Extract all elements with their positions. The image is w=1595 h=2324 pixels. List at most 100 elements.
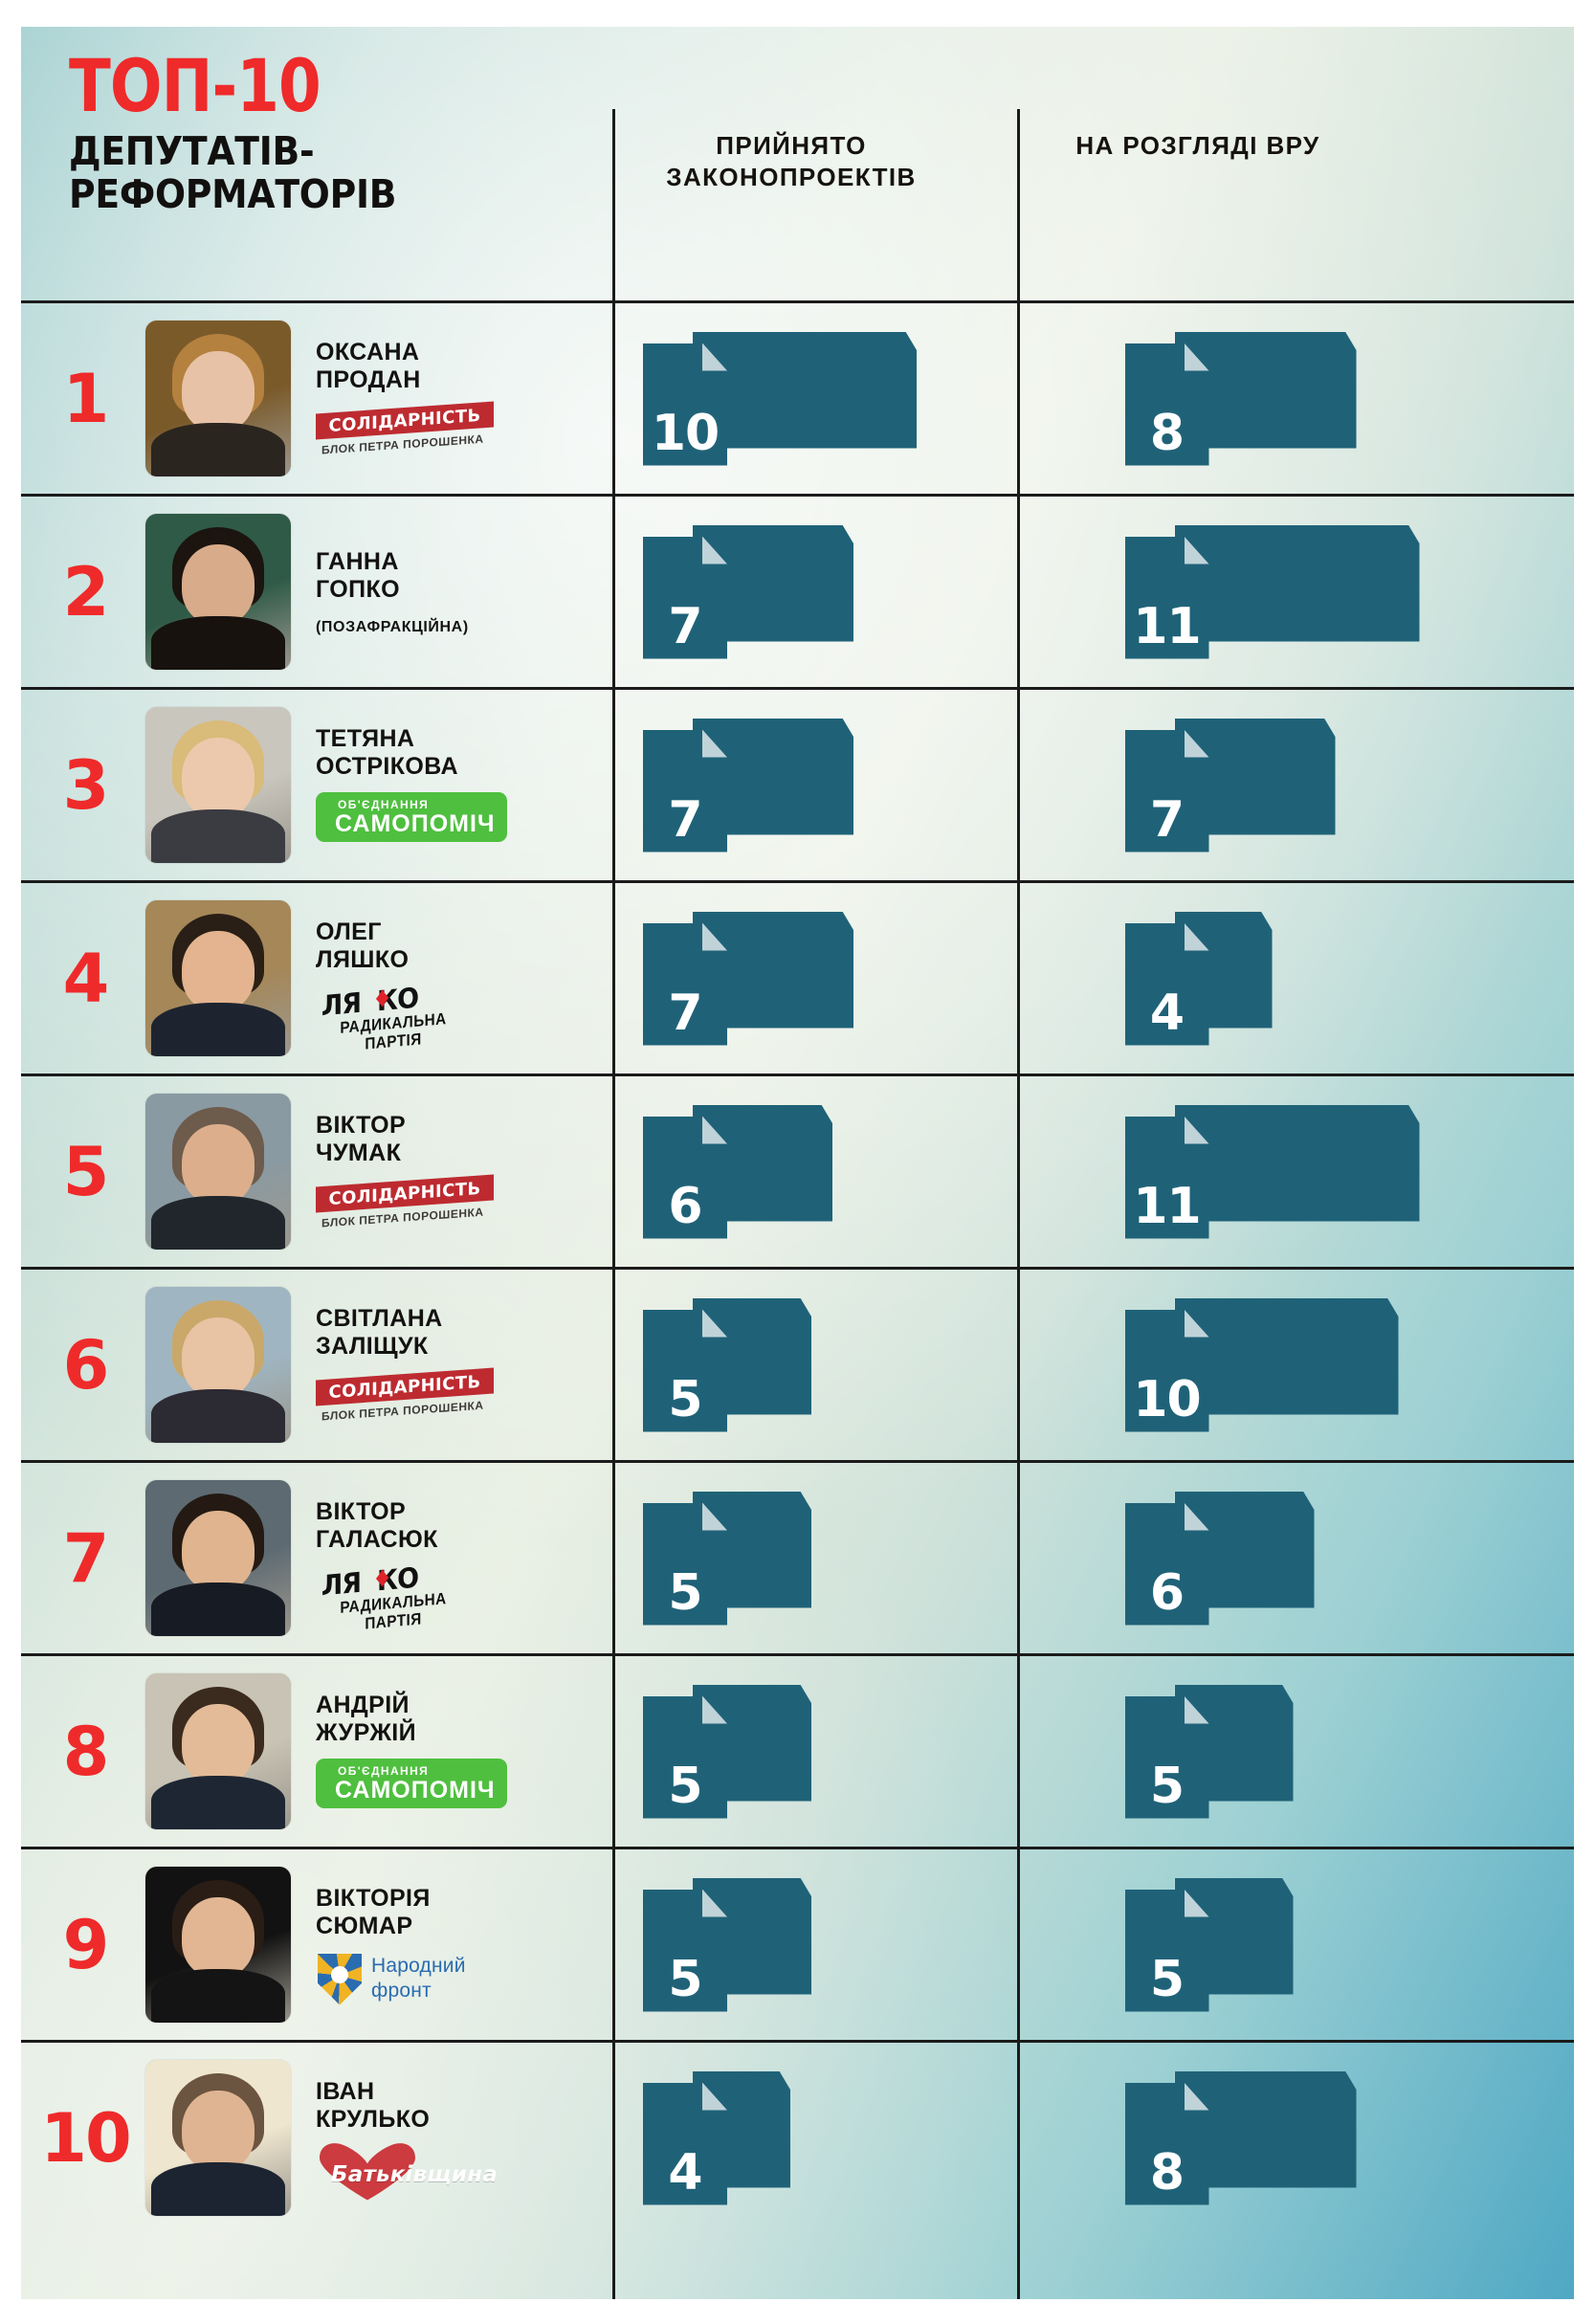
- rank-number: 1: [62, 359, 110, 438]
- cell-pending: 8: [1093, 303, 1575, 494]
- table-row[interactable]: 10 ІВАН КРУЛЬКО Батьківщина 4 8: [21, 2040, 1574, 2233]
- column-header-accepted: ПРИЙНЯТО ЗАКОНОПРОЕКТІВ: [666, 131, 917, 191]
- deputy-info: ІВАН КРУЛЬКО Батьківщина: [300, 2043, 609, 2233]
- count-value: 6: [668, 1177, 702, 1235]
- solidarity-label: СОЛІДАРНІСТЬ: [328, 1177, 481, 1209]
- count-value: 5: [668, 1370, 702, 1428]
- party-badge-solidarity: СОЛІДАРНІСТЬ БЛОК ПЕТРА ПОРОШЕНКА: [316, 1366, 507, 1426]
- table-row[interactable]: 8 АНДРІЙ ЖУРЖІЙ ОБ'ЄДНАННЯ САМОПОМІЧ 5: [21, 1653, 1574, 1847]
- table-row[interactable]: 4 ОЛЕГ ЛЯШКО ЛЯ КО ♦ РАДИКАЛЬНА ПАРТІЯ 7 …: [21, 880, 1574, 1073]
- deputy-name: ТЕТЯНА ОСТРІКОВА: [316, 724, 458, 780]
- avatar-body: [151, 809, 285, 863]
- count-value: 7: [668, 597, 702, 655]
- count-value: 10: [1133, 1370, 1201, 1428]
- rank-number: 6: [62, 1325, 110, 1405]
- table-row[interactable]: 2 ГАННА ГОПКО (ПОЗАФРАКЦІЙНА) 7 11: [21, 494, 1574, 687]
- deputy-name: СВІТЛАНА ЗАЛІЩУК: [316, 1304, 443, 1360]
- avatar-frame: [145, 1673, 291, 1829]
- party-badge-samopomich: ОБ'ЄДНАННЯ САМОПОМІЧ: [316, 1758, 507, 1812]
- document-stack-pending: 11: [1124, 524, 1426, 659]
- cell-accepted: 5: [609, 1270, 1093, 1460]
- cell-pending: 5: [1093, 1656, 1575, 1847]
- document-front: 6: [643, 1116, 727, 1239]
- document-front: 7: [1124, 729, 1209, 852]
- count-value: 7: [1149, 790, 1185, 849]
- count-value: 5: [668, 1950, 702, 2008]
- count-value: 11: [1133, 1177, 1201, 1235]
- document-front: 11: [1124, 1116, 1209, 1239]
- count-value: 4: [1149, 984, 1185, 1042]
- document-front: 5: [643, 1889, 727, 2012]
- party-badge-narodnyi-front: Народний фронт: [316, 1952, 507, 2005]
- document-front: 8: [1124, 343, 1209, 466]
- avatar: [145, 690, 300, 880]
- avatar-frame: [145, 514, 291, 670]
- rank-number: 5: [62, 1132, 110, 1211]
- document-stack-pending: 8: [1124, 2070, 1362, 2205]
- table-row[interactable]: 5 ВІКТОР ЧУМАК СОЛІДАРНІСТЬ БЛОК ПЕТРА П…: [21, 1073, 1574, 1267]
- document-stack-pending: 8: [1124, 331, 1362, 466]
- avatar: [145, 2043, 300, 2233]
- count-value: 6: [1149, 1563, 1185, 1622]
- party-badge-lyashko: ЛЯ КО ♦ РАДИКАЛЬНА ПАРТІЯ: [316, 1560, 507, 1632]
- table-row[interactable]: 1 ОКСАНА ПРОДАН СОЛІДАРНІСТЬ БЛОК ПЕТРА …: [21, 300, 1574, 494]
- count-value: 5: [1149, 1950, 1185, 2008]
- deputy-name: АНДРІЙ ЖУРЖІЙ: [316, 1691, 417, 1746]
- deputy-name: ОЛЕГ ЛЯШКО: [316, 918, 410, 973]
- document-front: 4: [1124, 922, 1209, 1046]
- samopomich-box: ОБ'ЄДНАННЯ САМОПОМІЧ: [316, 1758, 507, 1808]
- samopomich-sublabel: ОБ'ЄДНАННЯ: [338, 1763, 430, 1778]
- trident-icon: ♦: [375, 1560, 390, 1594]
- deputy-name: ОКСАНА ПРОДАН: [316, 338, 421, 393]
- document-stack-accepted: 5: [643, 1684, 817, 1819]
- cell-pending: 7: [1093, 690, 1575, 880]
- document-stack-pending: 6: [1124, 1491, 1320, 1626]
- cell-pending: 11: [1093, 1076, 1575, 1267]
- document-stack-accepted: 5: [643, 1491, 817, 1626]
- samopomich-box: ОБ'ЄДНАННЯ САМОПОМІЧ: [316, 791, 507, 842]
- avatar-face: [182, 1897, 255, 1978]
- count-value: 5: [668, 1563, 702, 1622]
- rank-number: 4: [62, 939, 110, 1018]
- avatar-face: [182, 2091, 255, 2171]
- avatar-body: [151, 1003, 285, 1056]
- avatar-face: [182, 351, 255, 432]
- table-row[interactable]: 6 СВІТЛАНА ЗАЛІЩУК СОЛІДАРНІСТЬ БЛОК ПЕТ…: [21, 1267, 1574, 1460]
- table-row[interactable]: 9 ВІКТОРІЯ СЮМАР Народний фронт 5 5: [21, 1847, 1574, 2040]
- samopomich-sublabel: ОБ'ЄДНАННЯ: [338, 797, 430, 811]
- deputy-info: ВІКТОР ГАЛАСЮК ЛЯ КО ♦ РАДИКАЛЬНА ПАРТІЯ: [300, 1463, 609, 1653]
- document-front: 5: [643, 1502, 727, 1626]
- page-title-top: ТОП-10: [69, 43, 321, 128]
- title-block: ТОП-10 ДЕПУТАТІВ- РЕФОРМАТОРІВ: [69, 50, 605, 216]
- table-row[interactable]: 7 ВІКТОР ГАЛАСЮК ЛЯ КО ♦ РАДИКАЛЬНА ПАРТІ…: [21, 1460, 1574, 1653]
- count-value: 5: [668, 1757, 702, 1815]
- cell-pending: 6: [1093, 1463, 1575, 1653]
- deputy-info: ОКСАНА ПРОДАН СОЛІДАРНІСТЬ БЛОК ПЕТРА ПО…: [300, 303, 609, 494]
- table-row[interactable]: 3 ТЕТЯНА ОСТРІКОВА ОБ'ЄДНАННЯ САМОПОМІЧ …: [21, 687, 1574, 880]
- document-front: 10: [643, 343, 727, 466]
- document-stack-accepted: 7: [643, 911, 859, 1046]
- cell-accepted: 5: [609, 1656, 1093, 1847]
- rank-number: 2: [62, 552, 110, 631]
- cell-accepted: 5: [609, 1849, 1093, 2040]
- cell-accepted: 6: [609, 1076, 1093, 1267]
- document-stack-accepted: 10: [643, 331, 922, 466]
- deputy-info: СВІТЛАНА ЗАЛІЩУК СОЛІДАРНІСТЬ БЛОК ПЕТРА…: [300, 1270, 609, 1460]
- avatar-face: [182, 931, 255, 1011]
- samopomich-label: САМОПОМІЧ: [335, 809, 496, 837]
- rank-number: 7: [62, 1518, 110, 1598]
- avatar-face: [182, 544, 255, 625]
- avatar-frame: [145, 321, 291, 476]
- rank-number: 9: [62, 1905, 110, 1984]
- solidarity-label: СОЛІДАРНІСТЬ: [328, 1370, 481, 1403]
- deputy-info: ВІКТОР ЧУМАК СОЛІДАРНІСТЬ БЛОК ПЕТРА ПОР…: [300, 1076, 609, 1267]
- avatar-frame: [145, 2060, 291, 2216]
- cell-pending: 10: [1093, 1270, 1575, 1460]
- count-value: 7: [668, 984, 702, 1042]
- rank-number: 8: [62, 1712, 110, 1791]
- document-stack-pending: 5: [1124, 1684, 1299, 1819]
- avatar-body: [151, 1389, 285, 1443]
- deputy-name: ВІКТОР ГАЛАСЮК: [316, 1497, 438, 1553]
- document-stack-accepted: 7: [643, 524, 859, 659]
